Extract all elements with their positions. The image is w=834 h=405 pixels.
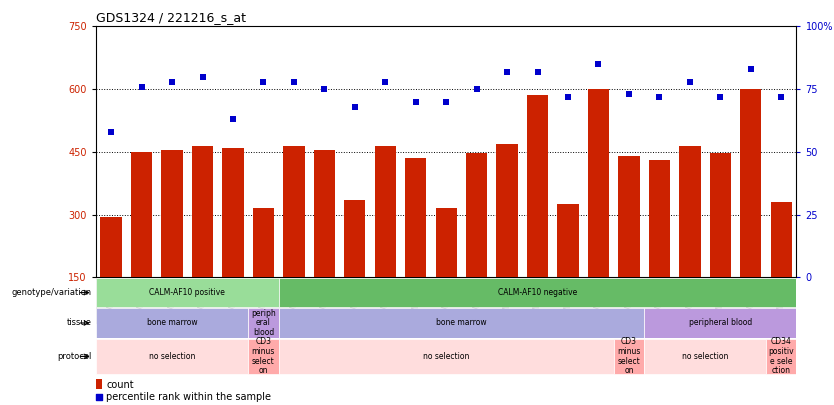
Point: [500, 68, 514, 75]
Text: GDS1324 / 221216_s_at: GDS1324 / 221216_s_at: [96, 11, 246, 24]
Bar: [96, 379, 102, 389]
Bar: [466, 153, 487, 277]
Bar: [766, 339, 796, 374]
Bar: [679, 145, 701, 277]
Bar: [279, 278, 796, 307]
Bar: [405, 158, 426, 277]
Bar: [344, 200, 365, 277]
Bar: [314, 150, 335, 277]
Bar: [771, 202, 792, 277]
Point: [470, 86, 484, 92]
Bar: [96, 339, 249, 374]
Bar: [223, 148, 244, 277]
Bar: [496, 143, 518, 277]
Bar: [527, 96, 548, 277]
Bar: [249, 339, 279, 374]
Point: [622, 91, 636, 97]
Point: [775, 94, 788, 100]
Text: bone marrow: bone marrow: [436, 318, 487, 328]
Point: [348, 103, 361, 110]
Point: [531, 68, 545, 75]
Bar: [100, 217, 122, 277]
Point: [226, 116, 239, 122]
Bar: [279, 309, 644, 338]
Point: [287, 78, 300, 85]
Text: CALM-AF10 positive: CALM-AF10 positive: [149, 288, 225, 297]
Bar: [588, 89, 609, 277]
Text: periph
eral
blood: periph eral blood: [251, 309, 276, 337]
Point: [318, 86, 331, 92]
Text: CD34
positiv
e sele
ction: CD34 positiv e sele ction: [768, 337, 794, 375]
Point: [440, 98, 453, 105]
Bar: [192, 145, 214, 277]
Point: [93, 394, 106, 401]
Bar: [644, 339, 766, 374]
Bar: [249, 309, 279, 338]
Bar: [710, 153, 731, 277]
Bar: [644, 309, 796, 338]
Text: CALM-AF10 negative: CALM-AF10 negative: [498, 288, 577, 297]
Text: CD3
minus
select
on: CD3 minus select on: [252, 337, 275, 375]
Text: bone marrow: bone marrow: [147, 318, 198, 328]
Bar: [740, 89, 761, 277]
Point: [379, 78, 392, 85]
Text: genotype/variation: genotype/variation: [12, 288, 92, 297]
Text: tissue: tissue: [67, 318, 92, 328]
Point: [257, 78, 270, 85]
Bar: [96, 309, 249, 338]
Point: [683, 78, 696, 85]
Point: [104, 128, 118, 135]
Text: protocol: protocol: [58, 352, 92, 361]
Text: no selection: no selection: [682, 352, 728, 361]
Bar: [614, 339, 644, 374]
Point: [135, 83, 148, 90]
Text: no selection: no selection: [423, 352, 470, 361]
Point: [561, 94, 575, 100]
Point: [744, 66, 757, 72]
Bar: [557, 204, 579, 277]
Text: percentile rank within the sample: percentile rank within the sample: [107, 392, 271, 402]
Text: CD3
minus
select
on: CD3 minus select on: [617, 337, 641, 375]
Bar: [131, 152, 153, 277]
Bar: [649, 160, 670, 277]
Bar: [96, 278, 279, 307]
Point: [714, 94, 727, 100]
Point: [196, 73, 209, 80]
Point: [653, 94, 666, 100]
Point: [592, 61, 605, 67]
Bar: [374, 145, 396, 277]
Bar: [435, 208, 457, 277]
Text: count: count: [107, 379, 134, 390]
Text: peripheral blood: peripheral blood: [689, 318, 752, 328]
Point: [165, 78, 178, 85]
Text: no selection: no selection: [149, 352, 195, 361]
Bar: [279, 339, 614, 374]
Bar: [618, 156, 640, 277]
Bar: [162, 150, 183, 277]
Bar: [284, 145, 304, 277]
Point: [409, 98, 422, 105]
Bar: [253, 208, 274, 277]
